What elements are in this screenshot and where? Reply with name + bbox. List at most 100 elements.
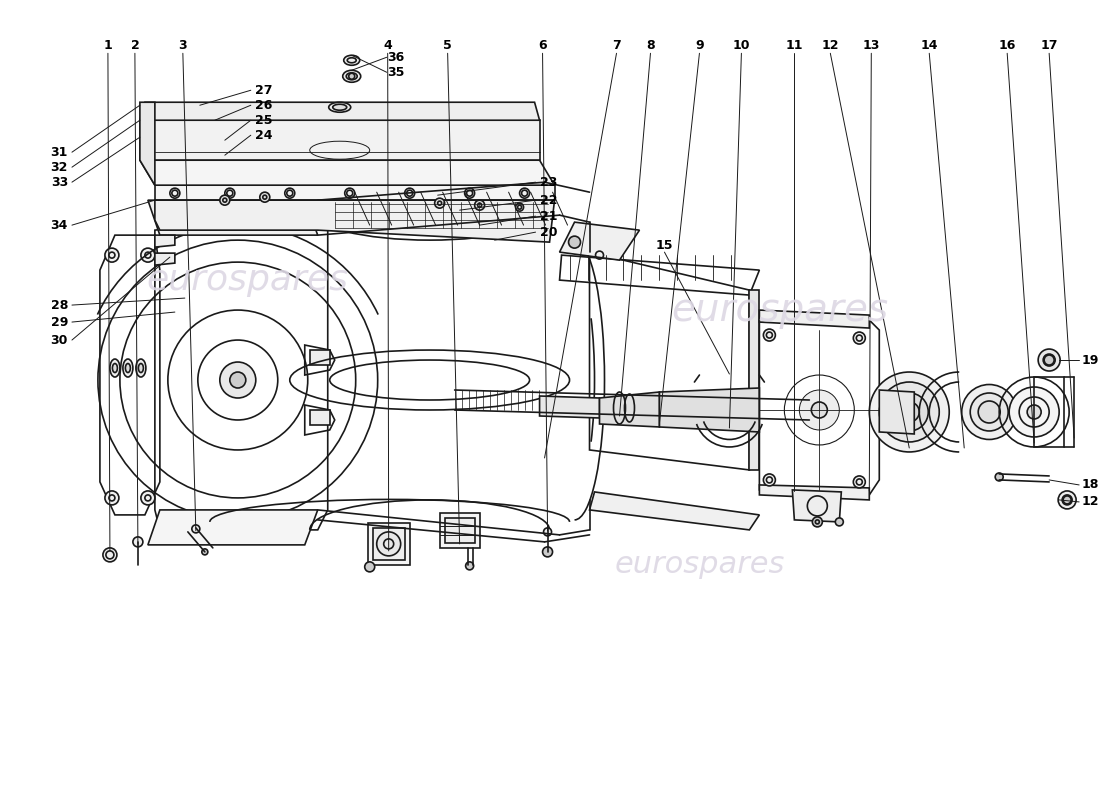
Circle shape <box>812 402 827 418</box>
Ellipse shape <box>125 363 131 373</box>
Polygon shape <box>140 160 554 185</box>
Ellipse shape <box>900 402 920 422</box>
Bar <box>310 350 330 365</box>
Ellipse shape <box>1043 354 1055 366</box>
Polygon shape <box>660 388 759 432</box>
Circle shape <box>516 203 524 211</box>
Text: 9: 9 <box>695 38 704 52</box>
Ellipse shape <box>346 73 358 80</box>
Circle shape <box>1044 355 1054 365</box>
Circle shape <box>220 362 256 398</box>
Circle shape <box>191 525 200 533</box>
Text: 6: 6 <box>538 38 547 52</box>
Polygon shape <box>792 490 842 522</box>
Text: 27: 27 <box>255 84 273 97</box>
Circle shape <box>344 188 354 198</box>
Text: 26: 26 <box>255 98 272 112</box>
Circle shape <box>201 549 208 555</box>
Ellipse shape <box>961 385 1016 439</box>
Circle shape <box>405 188 415 198</box>
Circle shape <box>854 332 866 344</box>
Circle shape <box>835 518 844 526</box>
Text: 16: 16 <box>999 38 1016 52</box>
Polygon shape <box>540 396 600 418</box>
Polygon shape <box>759 485 869 500</box>
Ellipse shape <box>879 382 939 442</box>
Ellipse shape <box>139 363 143 373</box>
Circle shape <box>376 532 400 556</box>
Polygon shape <box>879 390 914 434</box>
Text: 24: 24 <box>255 129 273 142</box>
Circle shape <box>169 188 180 198</box>
Polygon shape <box>600 392 660 427</box>
Ellipse shape <box>807 496 827 516</box>
Text: 28: 28 <box>51 298 68 311</box>
Text: 14: 14 <box>921 38 938 52</box>
Text: 18: 18 <box>1081 478 1099 491</box>
Text: 11: 11 <box>785 38 803 52</box>
Text: 1: 1 <box>103 38 112 52</box>
Text: 8: 8 <box>646 38 654 52</box>
Polygon shape <box>140 102 540 120</box>
Polygon shape <box>140 120 540 160</box>
Polygon shape <box>560 222 639 260</box>
Polygon shape <box>155 200 554 242</box>
Circle shape <box>474 200 485 210</box>
Circle shape <box>569 236 581 248</box>
Polygon shape <box>590 492 759 530</box>
Ellipse shape <box>1063 495 1072 505</box>
Text: eurospares: eurospares <box>146 263 349 297</box>
Circle shape <box>285 188 295 198</box>
Circle shape <box>224 188 234 198</box>
Circle shape <box>103 548 117 562</box>
Circle shape <box>519 188 529 198</box>
Circle shape <box>1063 496 1071 504</box>
Circle shape <box>349 74 354 79</box>
Ellipse shape <box>343 55 360 66</box>
Text: 17: 17 <box>1041 38 1058 52</box>
Text: 10: 10 <box>733 38 750 52</box>
Ellipse shape <box>890 393 928 431</box>
Text: 12: 12 <box>1081 495 1099 509</box>
Polygon shape <box>155 235 175 247</box>
Bar <box>367 523 409 565</box>
Text: 31: 31 <box>51 146 68 158</box>
Circle shape <box>996 473 1003 481</box>
Ellipse shape <box>343 70 361 82</box>
Ellipse shape <box>970 393 1009 431</box>
Text: 19: 19 <box>1081 354 1099 366</box>
Text: 20: 20 <box>540 226 557 238</box>
Bar <box>749 290 759 470</box>
Circle shape <box>220 195 230 205</box>
Circle shape <box>365 562 375 572</box>
Bar <box>440 513 480 548</box>
Ellipse shape <box>329 102 351 112</box>
Circle shape <box>260 192 270 202</box>
Text: 32: 32 <box>51 161 68 174</box>
Circle shape <box>104 491 119 505</box>
Text: 4: 4 <box>383 38 392 52</box>
Circle shape <box>542 547 552 557</box>
Text: 13: 13 <box>862 38 880 52</box>
Bar <box>373 528 405 560</box>
Ellipse shape <box>123 359 133 377</box>
Ellipse shape <box>110 359 120 377</box>
Circle shape <box>104 248 119 262</box>
Circle shape <box>812 517 823 527</box>
Text: 33: 33 <box>51 176 68 189</box>
Text: 36: 36 <box>387 50 405 64</box>
Ellipse shape <box>869 372 949 452</box>
Circle shape <box>141 491 155 505</box>
Circle shape <box>543 528 551 536</box>
Polygon shape <box>147 200 318 235</box>
Ellipse shape <box>332 104 346 110</box>
Text: eurospares: eurospares <box>671 291 888 329</box>
Text: 35: 35 <box>387 66 405 78</box>
Circle shape <box>465 562 474 570</box>
Text: 29: 29 <box>51 315 68 329</box>
Text: 5: 5 <box>443 38 452 52</box>
Ellipse shape <box>1027 405 1042 419</box>
Ellipse shape <box>1009 387 1059 437</box>
Circle shape <box>800 390 839 430</box>
Circle shape <box>141 248 155 262</box>
